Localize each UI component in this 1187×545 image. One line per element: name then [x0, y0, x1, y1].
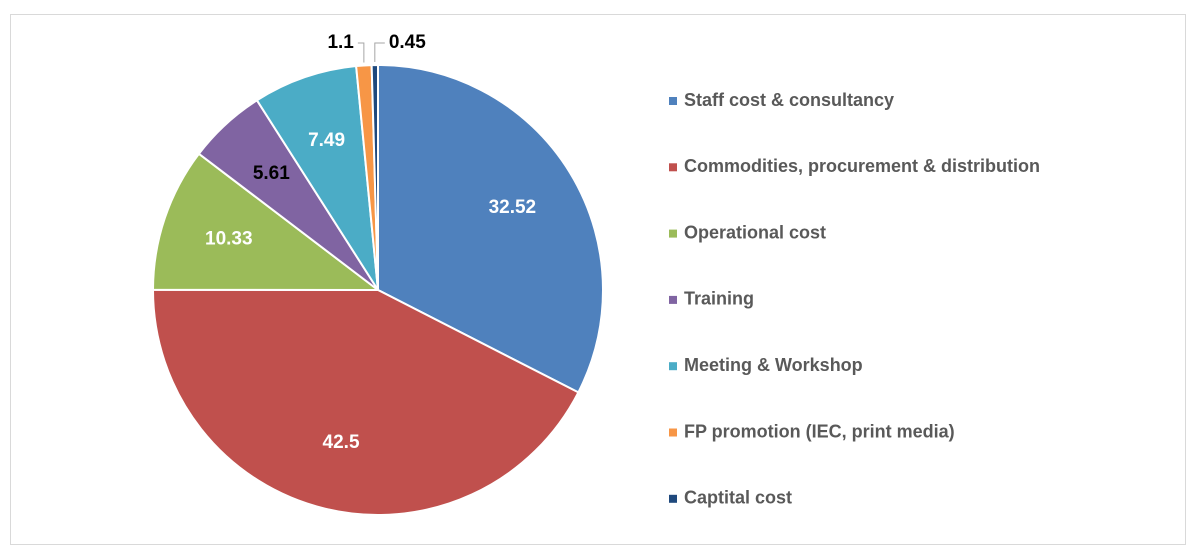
legend-label: Captital cost: [684, 488, 792, 508]
legend-label: FP promotion (IEC, print media): [684, 421, 955, 441]
data-label: 10.33: [205, 229, 253, 250]
data-label: 0.45: [389, 32, 426, 53]
pie-slice: [370, 63, 379, 291]
pie-slice: [255, 64, 379, 291]
legend-label: Commodities, procurement & distribution: [684, 156, 1040, 176]
leader-line: [357, 42, 365, 63]
legend-swatch: [669, 163, 677, 172]
legend-swatch: [669, 362, 677, 371]
data-label: 7.49: [308, 130, 345, 151]
legend-label: Operational cost: [684, 222, 826, 242]
legend-label: Training: [684, 289, 754, 309]
data-label: 42.5: [323, 432, 360, 453]
data-label: 1.1: [327, 32, 354, 53]
legend-swatch: [669, 428, 677, 437]
legend-swatch: [669, 97, 677, 105]
legend-label: Meeting & Workshop: [684, 355, 863, 375]
pie-slice: [151, 288, 580, 516]
pie-slice: [151, 152, 381, 292]
legend-swatch: [669, 494, 677, 503]
legend-swatch: [669, 295, 677, 304]
leader-line: [374, 42, 385, 63]
data-label: 5.61: [253, 163, 290, 184]
pie-slice: [377, 63, 604, 394]
legend-label: Staff cost & consultancy: [684, 90, 894, 110]
legend-swatch: [669, 229, 677, 238]
data-label: 32.52: [489, 197, 537, 218]
